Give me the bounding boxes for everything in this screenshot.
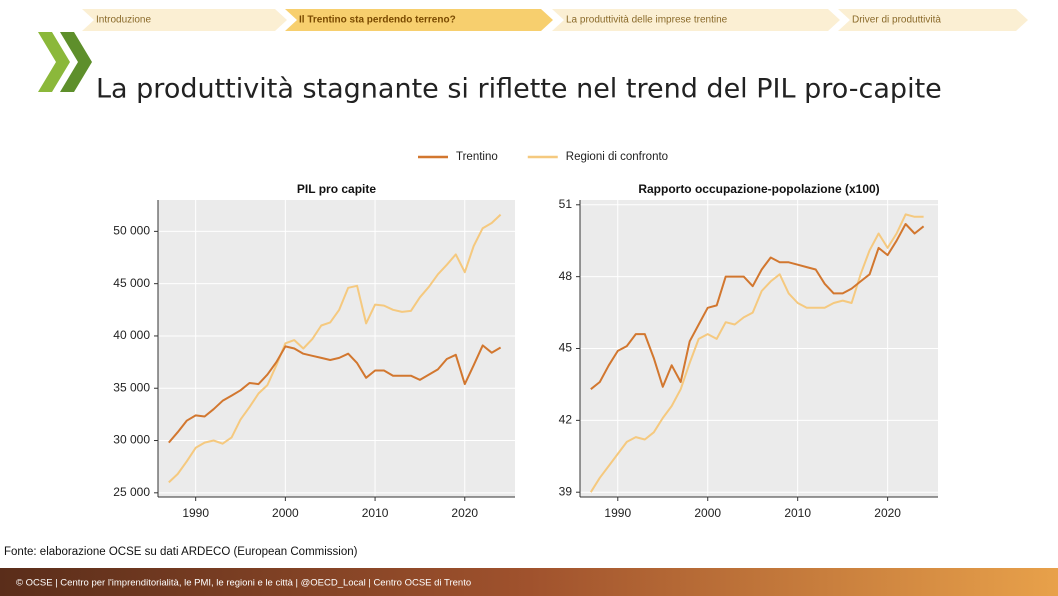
- nav-item: La produttività delle imprese trentine: [566, 15, 728, 26]
- nav-item: Il Trentino sta perdendo terreno?: [299, 15, 456, 26]
- chart-title: Rapporto occupazione-popolazione (x100): [638, 182, 879, 196]
- y-tick-label: 39: [559, 484, 573, 498]
- series-line: [590, 223, 925, 390]
- nav-bar: Introduzione Il Trentino sta perdendo ter…: [82, 9, 1028, 31]
- y-tick-label: 30 000: [113, 433, 150, 447]
- y-tick-label: 40 000: [113, 328, 150, 342]
- y-tick-label: 48: [559, 269, 573, 283]
- y-tick-label: 25 000: [113, 485, 150, 499]
- nav-item: Driver di produttività: [852, 15, 941, 26]
- nav-segment: [838, 9, 1028, 31]
- series-line: [168, 344, 502, 444]
- y-tick-label: 51: [559, 197, 573, 211]
- footer: © OCSE | Centro per l'imprenditorialità,…: [16, 578, 471, 589]
- footer-bar: [0, 568, 1058, 596]
- x-tick-label: 1990: [604, 506, 631, 520]
- slide-title: La produttività stagnante si riflette ne…: [96, 74, 942, 105]
- x-tick-label: 2000: [694, 506, 721, 520]
- nav-segment: [552, 9, 840, 31]
- series-line: [168, 213, 502, 484]
- y-tick-label: 42: [559, 413, 573, 427]
- y-tick-label: 35 000: [113, 380, 150, 394]
- y-tick-label: 45: [559, 341, 573, 355]
- legend-label: Regioni di confronto: [566, 151, 668, 163]
- y-tick-label: 50 000: [113, 224, 150, 238]
- source: Fonte: elaborazione OCSE su dati ARDECO …: [4, 546, 358, 558]
- y-tick-label: 45 000: [113, 276, 150, 290]
- x-tick-label: 2000: [272, 506, 299, 520]
- nav-segment: [285, 9, 553, 31]
- chart-title: PIL pro capite: [297, 182, 376, 196]
- x-tick-label: 2010: [784, 506, 811, 520]
- nav-segment: [82, 9, 287, 31]
- legend-label: Trentino: [456, 151, 498, 163]
- x-tick-label: 1990: [182, 506, 209, 520]
- x-tick-label: 2020: [874, 506, 901, 520]
- x-tick-label: 2010: [362, 506, 389, 520]
- nav-item: Introduzione: [96, 15, 151, 26]
- x-tick-label: 2020: [451, 506, 478, 520]
- logo: [38, 32, 92, 92]
- plot-area: [158, 200, 515, 497]
- series-line: [589, 213, 924, 493]
